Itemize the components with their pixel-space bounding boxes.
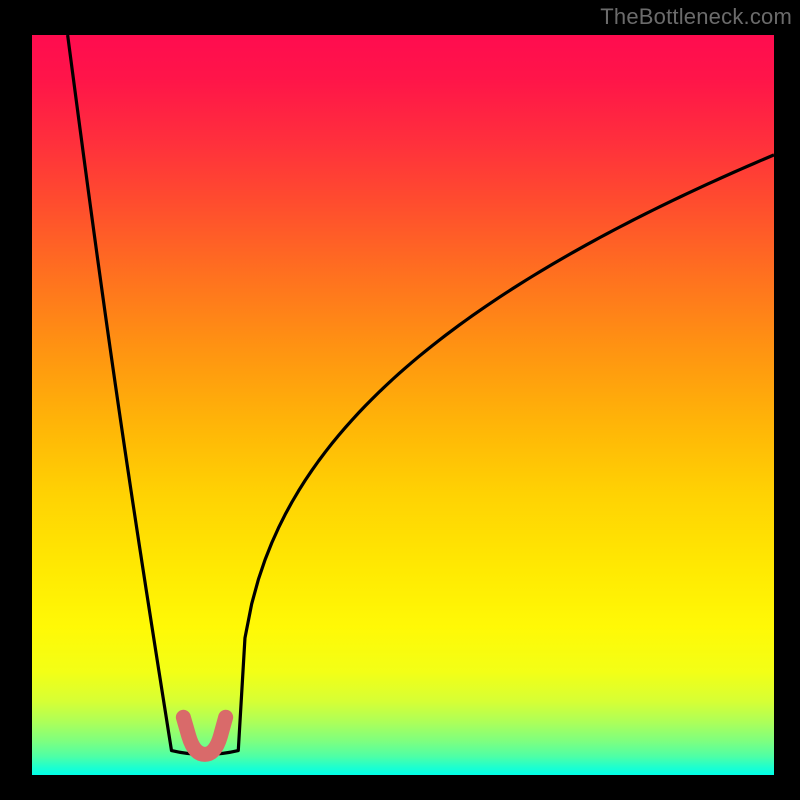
bottom-u-marker — [183, 717, 225, 754]
watermark-text: TheBottleneck.com — [600, 4, 792, 30]
plot-area — [32, 35, 774, 775]
bottleneck-curve — [32, 35, 774, 775]
chart-frame: TheBottleneck.com — [0, 0, 800, 800]
curve-path — [68, 35, 774, 755]
